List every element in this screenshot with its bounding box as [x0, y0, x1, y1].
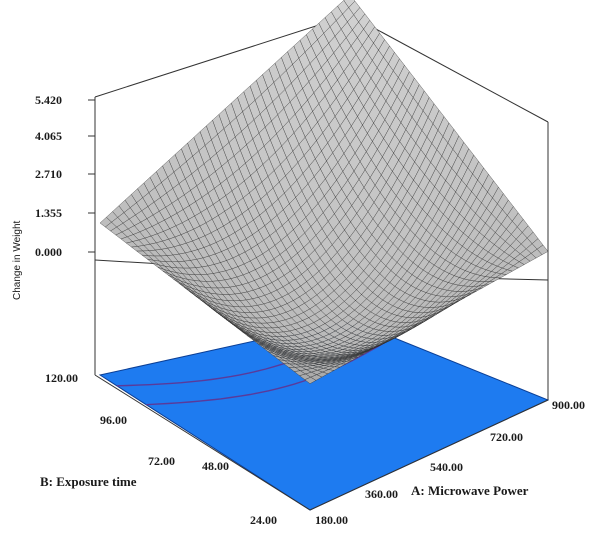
- y-tick-label: 72.00: [148, 454, 175, 468]
- z-tick-label: 4.065: [35, 129, 62, 143]
- x-tick-label: 720.00: [490, 430, 523, 444]
- z-axis-label: Change in Weight: [12, 220, 23, 300]
- surface-cell: [304, 377, 317, 384]
- x-axis-label: A: Microwave Power: [411, 483, 529, 498]
- x-tick-label: 900.00: [552, 398, 585, 412]
- y-tick-label: 96.00: [100, 413, 127, 427]
- y-tick-label: 48.00: [202, 459, 229, 473]
- z-axis-ticks: 0.000 1.355 2.710 4.065 5.420: [35, 93, 95, 259]
- x-tick-label: 540.00: [430, 460, 463, 474]
- z-tick-label: 2.710: [35, 167, 62, 181]
- response-surface: [99, 0, 549, 384]
- front-left-floor-edge: [94, 374, 311, 511]
- y-axis-label: B: Exposure time: [40, 474, 137, 489]
- y-tick-label: 24.00: [250, 513, 277, 527]
- z-tick-label: 0.000: [35, 245, 62, 259]
- front-right-floor-edge: [309, 399, 549, 511]
- z-tick-label: 5.420: [35, 93, 62, 107]
- y-axis-ticks: 24.00 48.00 72.00 96.00 120.00: [45, 371, 277, 527]
- z-tick-label: 1.355: [35, 206, 62, 220]
- contour-line: [146, 336, 394, 406]
- back-left-top-edge: [94, 14, 351, 98]
- x-tick-label: 180.00: [315, 513, 348, 527]
- front-frame: [94, 374, 549, 511]
- x-tick-label: 360.00: [365, 487, 398, 501]
- x-axis-ticks: 180.00 360.00 540.00 720.00 900.00: [315, 398, 585, 527]
- y-tick-label: 120.00: [45, 371, 78, 385]
- back-right-top-edge: [349, 14, 549, 123]
